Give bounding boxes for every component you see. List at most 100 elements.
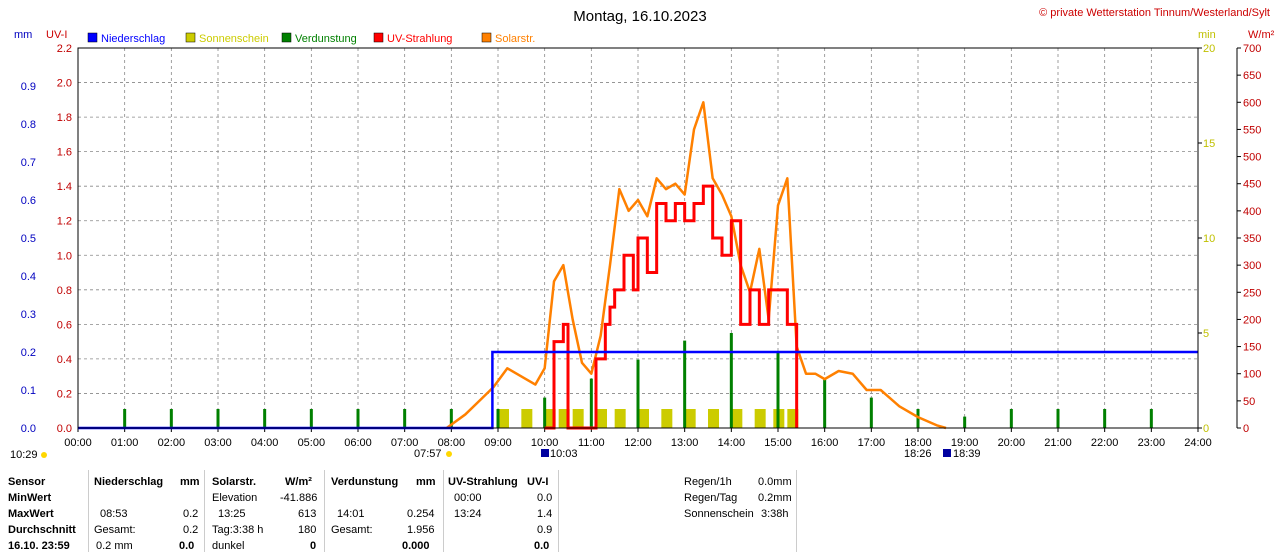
ns-total-value: 0.2 (183, 524, 199, 536)
uvi-tick-label: 0.6 (57, 319, 72, 331)
solar-unit: W/m² (285, 476, 312, 488)
mm-tick-label: 0.6 (21, 195, 36, 207)
evaporation-bar (169, 409, 173, 428)
uvi-tick-label: 0.0 (57, 423, 72, 435)
vd-max-value: 0.254 (407, 508, 435, 520)
wm2-tick-label: 650 (1243, 70, 1261, 82)
sun-time-2: 10:03 (550, 448, 578, 460)
elevation-value: -41.886 (280, 492, 318, 504)
plot-area (78, 101, 1198, 430)
sunshine-bar (596, 409, 607, 428)
row-label-min: MinWert (8, 492, 52, 504)
sun-time-4: 18:39 (953, 448, 981, 460)
uvi-tick-label: 0.8 (57, 285, 72, 297)
sunshine-bar (661, 409, 673, 428)
evaporation-bar (309, 409, 313, 428)
min-tick-label: 10 (1203, 233, 1215, 245)
x-tick-label: 24:00 (1184, 437, 1212, 449)
uv-marker-icon (541, 449, 549, 457)
uvi-tick-label: 1.0 (57, 250, 72, 262)
legend-swatch (185, 32, 196, 43)
uv-min-time: 00:00 (454, 492, 482, 504)
row-label-avg: Durchschnitt (8, 524, 76, 536)
mm-tick-label: 0.2 (21, 347, 36, 359)
uvi-tick-label: 1.6 (57, 147, 72, 159)
ns-max-time: 08:53 (100, 508, 128, 520)
sunshine-bar (787, 409, 799, 428)
verdunstung-header: Verdunstung (331, 476, 399, 488)
evaporation-bar (449, 409, 453, 428)
wm2-tick-label: 100 (1243, 369, 1261, 381)
evaporation-bar (729, 333, 733, 428)
legend-swatch (87, 32, 98, 43)
evaporation-bar (496, 409, 500, 428)
x-tick-label: 18:00 (904, 437, 932, 449)
legend-label: UV-Strahlung (387, 33, 452, 45)
sunshine-bar (731, 409, 743, 428)
wm2-unit-label: W/m² (1248, 29, 1275, 41)
mm-tick-label: 0.3 (21, 309, 36, 321)
min-tick-label: 20 (1203, 43, 1215, 55)
evaporation-bar (1103, 409, 1107, 428)
uv-current-value: 0.0 (534, 540, 550, 552)
sunshine-bar (614, 409, 626, 428)
evaporation-bar (776, 352, 780, 428)
uvi-tick-label: 2.0 (57, 78, 72, 90)
x-tick-label: 23:00 (1138, 437, 1166, 449)
uv-unit: UV-I (527, 476, 549, 488)
wm2-tick-label: 700 (1243, 43, 1261, 55)
mm-tick-label: 0.9 (21, 81, 36, 93)
wm2-tick-label: 450 (1243, 179, 1261, 191)
evaporation-bar (683, 340, 687, 428)
solar-current-value: 0 (310, 540, 317, 552)
sunshine-bar (708, 409, 719, 428)
uvi-tick-label: 1.2 (57, 216, 72, 228)
copyright-text: © private Wetterstation Tinnum/Westerlan… (1039, 7, 1270, 19)
statistics-table: Sensor Niederschlag mm Solarstr. W/m² Ve… (0, 470, 1280, 552)
axes: 00:00 01:00 02:00 03:00 04:00 05:00 06:00 07:00… (21, 43, 1262, 449)
mm-tick-label: 0.0 (21, 423, 36, 435)
legend-swatch (281, 32, 292, 43)
evaporation-bar (1149, 409, 1153, 428)
uvi-tick-label: 1.8 (57, 112, 72, 124)
evaporation-bar (123, 409, 127, 428)
x-tick-label: 13:00 (671, 437, 699, 449)
sunshine-bar (572, 409, 584, 428)
x-tick-label: 05:00 (298, 437, 326, 449)
uvi-tick-label: 0.4 (57, 354, 72, 366)
x-tick-label: 01:00 (111, 437, 139, 449)
solar-day-label: Tag:3:38 h (212, 524, 264, 536)
sun-icon (446, 451, 452, 457)
wm2-tick-label: 0 (1243, 423, 1249, 435)
x-tick-label: 11:00 (578, 437, 605, 449)
elevation-label: Elevation (212, 492, 258, 504)
legend-swatch (373, 32, 384, 43)
x-tick-label: 14:00 (718, 437, 746, 449)
sunshine-bar (754, 409, 766, 428)
x-tick-label: 22:00 (1091, 437, 1119, 449)
wm2-tick-label: 150 (1243, 342, 1261, 354)
regen-1h-label: Regen/1h (684, 476, 732, 488)
wm2-tick-label: 200 (1243, 314, 1261, 326)
solar-header: Solarstr. (212, 476, 257, 488)
wm2-tick-label: 250 (1243, 287, 1261, 299)
uvi-tick-label: 1.4 (57, 181, 72, 193)
evaporation-bar (216, 409, 220, 428)
x-tick-label: 03:00 (204, 437, 232, 449)
wm2-tick-label: 400 (1243, 206, 1261, 218)
verdunstung-unit: mm (416, 476, 436, 488)
sunshine-bar (638, 409, 649, 428)
uvi-unit-label: UV-I (46, 29, 67, 41)
regen-1h-value: 0.0mm (758, 476, 792, 488)
legend: Niederschlag Sonnenschein Verdunstung UV-St… (87, 32, 535, 45)
min-tick-label: 5 (1203, 328, 1209, 340)
uv-header: UV-Strahlung (448, 476, 518, 488)
solar-max-value: 613 (298, 508, 317, 520)
x-tick-label: 15:00 (764, 437, 792, 449)
wm2-tick-label: 600 (1243, 97, 1261, 109)
min-tick-label: 15 (1203, 138, 1215, 150)
sonnenschein-label: Sonnenschein (684, 508, 754, 520)
sensor-header: Sensor (8, 476, 46, 488)
plot-frame (77, 47, 1199, 429)
x-tick-label: 04:00 (251, 437, 279, 449)
